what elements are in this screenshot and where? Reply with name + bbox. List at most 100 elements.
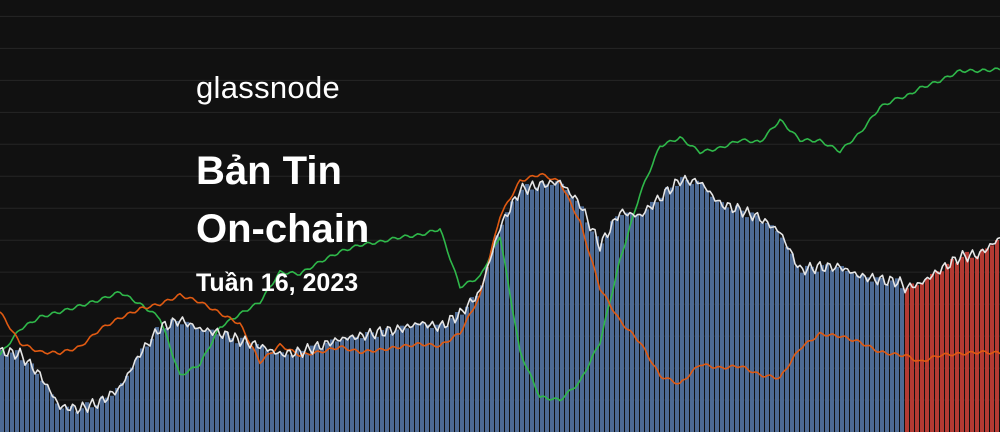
bar-blue [540, 181, 544, 432]
title-overlay: glassnode Bản Tin On-chain Tuần 16, 2023 [196, 68, 369, 300]
bar-blue [395, 329, 399, 432]
bar-blue [120, 382, 124, 432]
bar-blue [530, 189, 534, 432]
bar-blue [700, 183, 704, 432]
bar-red [960, 256, 964, 432]
bar-blue [655, 202, 659, 432]
bar-blue [260, 345, 264, 432]
bar-blue [55, 403, 59, 432]
bar-blue [665, 187, 669, 432]
bar-blue [835, 267, 839, 432]
bar-blue [255, 344, 259, 432]
bar-red [905, 288, 909, 432]
bar-blue [65, 406, 69, 432]
bar-blue [550, 184, 554, 432]
bar-blue [230, 338, 234, 432]
bar-blue [275, 353, 279, 432]
bar-blue [220, 335, 224, 432]
bar-blue [80, 408, 84, 432]
bar-blue [215, 334, 219, 432]
bar-blue [125, 375, 129, 432]
bar-blue [35, 373, 39, 432]
bar-blue [615, 216, 619, 432]
bar-blue [765, 222, 769, 432]
bar-blue [735, 205, 739, 432]
bar-blue [595, 236, 599, 432]
orange-series-line [0, 172, 1000, 385]
bar-blue [755, 215, 759, 432]
bar-blue [315, 344, 319, 432]
bar-blue [200, 330, 204, 432]
bar-blue [845, 270, 849, 432]
bar-red [935, 271, 939, 432]
bar-blue [10, 352, 14, 432]
bar-red [990, 245, 994, 432]
bar-blue [165, 327, 169, 432]
bar-blue [305, 353, 309, 432]
bar-blue [390, 333, 394, 432]
bar-blue [630, 213, 634, 432]
bar-blue [5, 355, 9, 432]
bar-blue [180, 324, 184, 432]
bar-red [965, 251, 969, 432]
bar-blue [660, 197, 664, 432]
bar-blue [625, 212, 629, 432]
bar-blue [375, 336, 379, 432]
bar-blue [425, 324, 429, 432]
bar-blue [75, 411, 79, 432]
bar-blue [705, 190, 709, 432]
bar-blue [885, 284, 889, 432]
bar-blue [585, 222, 589, 432]
bar-blue [130, 367, 134, 432]
bar-blue [575, 200, 579, 432]
bar-blue [510, 201, 514, 432]
bar-blue [295, 349, 299, 432]
bar-blue [100, 396, 104, 432]
bar-blue [25, 363, 29, 432]
bar-blue [820, 265, 824, 432]
bar-blue [675, 185, 679, 432]
bar-blue [470, 297, 474, 432]
bar-blue [815, 271, 819, 432]
bar-blue [560, 183, 564, 432]
bar-blue [635, 215, 639, 432]
bar-blue [330, 339, 334, 432]
bar-blue [760, 223, 764, 432]
bar-blue [720, 202, 724, 432]
bar-blue [465, 306, 469, 432]
bar-blue [15, 350, 19, 432]
bar-blue [225, 332, 229, 432]
green-series-line [0, 67, 1000, 402]
bar-blue [300, 350, 304, 432]
bar-blue [185, 321, 189, 432]
bar-red [975, 256, 979, 432]
bar-blue [95, 405, 99, 432]
bar-blue [475, 295, 479, 432]
bar-blue [30, 363, 34, 432]
bar-red [950, 259, 954, 432]
bar-blue [565, 190, 569, 432]
bar-blue [405, 328, 409, 432]
bar-blue [740, 210, 744, 432]
bar-blue [340, 339, 344, 432]
bar-blue [50, 394, 54, 432]
bar-blue [380, 330, 384, 432]
bar-blue [890, 280, 894, 432]
bar-blue [505, 212, 509, 432]
bar-blue [535, 187, 539, 432]
bar-blue [40, 380, 44, 432]
bar-blue [870, 281, 874, 432]
week-label: Tuần 16, 2023 [196, 269, 359, 297]
bar-blue [525, 184, 529, 432]
bar-blue [20, 360, 24, 432]
bar-blue [545, 184, 549, 432]
bar-blue [680, 177, 684, 432]
bar-blue [900, 288, 904, 432]
bar-blue [500, 224, 504, 432]
bar-blue [265, 350, 269, 432]
bar-blue [45, 385, 49, 432]
bar-blue [320, 348, 324, 432]
bar-blue [880, 277, 884, 432]
bar-blue [485, 266, 489, 432]
